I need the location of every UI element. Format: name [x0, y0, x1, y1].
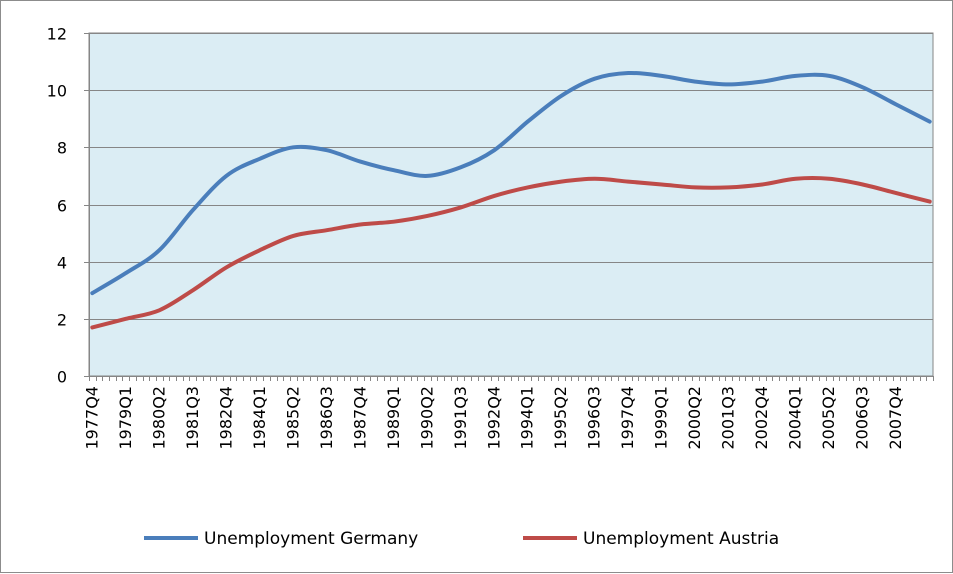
- legend-label-austria: Unemployment Austria: [583, 529, 779, 549]
- x-tick-label: 1980Q2: [149, 386, 168, 450]
- data-point-germany: [727, 82, 731, 86]
- y-tick-label: 2: [57, 311, 67, 330]
- data-point-austria: [392, 220, 396, 224]
- x-tick-label: 2001Q3: [719, 386, 738, 450]
- x-tick-label: 2005Q2: [819, 386, 838, 450]
- series-line-germany: [90, 70, 932, 296]
- x-tick-label: 1985Q2: [283, 386, 302, 450]
- data-point-germany: [593, 77, 597, 81]
- y-tick-label: 4: [57, 254, 67, 273]
- x-tick-label: 1989Q1: [384, 386, 403, 450]
- data-point-austria: [727, 185, 731, 189]
- x-tick-label: 1999Q1: [652, 386, 671, 450]
- x-tick-label: 1991Q3: [451, 386, 470, 450]
- x-tick-label: 2007Q4: [886, 386, 905, 450]
- data-point-austria: [559, 180, 563, 184]
- data-point-germany: [191, 208, 195, 212]
- data-point-austria: [191, 288, 195, 292]
- data-point-austria: [660, 183, 664, 187]
- x-tick-label: 1977Q4: [82, 386, 101, 450]
- x-tick-label: 1984Q1: [250, 386, 269, 450]
- data-point-austria: [794, 177, 798, 181]
- data-point-germany: [291, 145, 295, 149]
- data-point-germany: [258, 157, 262, 161]
- data-point-austria: [492, 194, 496, 198]
- data-point-germany: [526, 120, 530, 124]
- y-tick-label: 0: [57, 368, 67, 387]
- x-tick-label: 2006Q3: [853, 386, 872, 450]
- x-tick-label: 1982Q4: [216, 386, 235, 450]
- x-tick-label: 2002Q4: [752, 386, 771, 450]
- data-point-germany: [90, 291, 94, 295]
- x-tick-label: 1992Q4: [484, 386, 503, 450]
- data-point-germany: [928, 120, 932, 124]
- data-point-germany: [124, 271, 128, 275]
- data-point-austria: [124, 317, 128, 321]
- data-point-germany: [325, 148, 329, 152]
- data-point-germany: [827, 74, 831, 78]
- data-point-austria: [593, 177, 597, 181]
- y-tick-label: 10: [47, 82, 67, 101]
- data-point-germany: [224, 174, 228, 178]
- data-point-austria: [626, 180, 630, 184]
- data-point-germany: [459, 165, 463, 169]
- data-point-austria: [291, 234, 295, 238]
- data-point-germany: [760, 80, 764, 84]
- data-point-germany: [492, 148, 496, 152]
- data-point-austria: [459, 205, 463, 209]
- plot-area: [88, 32, 934, 377]
- data-point-austria: [90, 325, 94, 329]
- x-tick-label: 1986Q3: [317, 386, 336, 450]
- data-point-germany: [693, 80, 697, 84]
- data-point-austria: [258, 248, 262, 252]
- y-tick-label: 8: [57, 139, 67, 158]
- y-tick-label: 12: [47, 25, 67, 44]
- x-tick-label: 1997Q4: [618, 386, 637, 450]
- data-point-austria: [760, 183, 764, 187]
- data-point-germany: [425, 174, 429, 178]
- data-point-austria: [157, 308, 161, 312]
- data-point-germany: [157, 248, 161, 252]
- data-point-germany: [626, 71, 630, 75]
- data-point-austria: [425, 214, 429, 218]
- data-point-austria: [827, 177, 831, 181]
- data-point-austria: [894, 191, 898, 195]
- x-tick-label: 1981Q3: [183, 386, 202, 450]
- data-point-austria: [358, 223, 362, 227]
- x-tick-label: 1994Q1: [518, 386, 537, 450]
- x-tick-label: 1996Q3: [585, 386, 604, 450]
- data-point-austria: [861, 183, 865, 187]
- x-tick-label: 1990Q2: [417, 386, 436, 450]
- x-tick-label: 2004Q1: [786, 386, 805, 450]
- data-point-germany: [861, 85, 865, 89]
- y-tick-label: 6: [57, 197, 67, 216]
- legend-label-germany: Unemployment Germany: [204, 529, 418, 549]
- data-point-austria: [224, 265, 228, 269]
- x-tick-label: 1995Q2: [551, 386, 570, 450]
- x-tick-label: 1987Q4: [350, 386, 369, 450]
- x-tick-label: 1979Q1: [116, 386, 135, 450]
- data-point-austria: [325, 228, 329, 232]
- data-point-germany: [358, 160, 362, 164]
- data-point-germany: [660, 74, 664, 78]
- data-point-austria: [928, 200, 932, 204]
- data-point-germany: [894, 103, 898, 107]
- data-point-germany: [794, 74, 798, 78]
- series-line-austria: [90, 176, 932, 330]
- data-point-germany: [392, 168, 396, 172]
- data-point-austria: [526, 185, 530, 189]
- x-tick-label: 2000Q2: [685, 386, 704, 450]
- data-point-germany: [559, 94, 563, 98]
- data-point-austria: [693, 185, 697, 189]
